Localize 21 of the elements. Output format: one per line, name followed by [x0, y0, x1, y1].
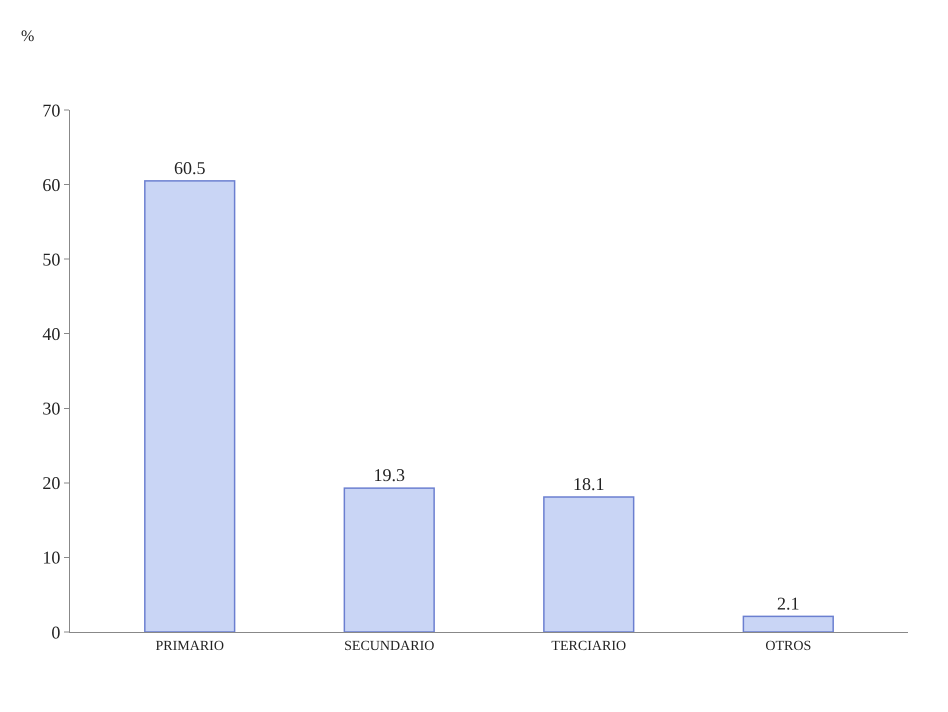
data-label: 60.5: [174, 158, 206, 178]
x-tick-label: PRIMARIO: [155, 638, 224, 654]
y-tick-label: 30: [42, 398, 60, 419]
bar: [543, 496, 634, 632]
y-tick-label: 50: [42, 249, 60, 270]
y-tick-label: 0: [51, 622, 60, 642]
x-tick-label: SECUNDARIO: [344, 638, 434, 654]
y-axis-title: %: [21, 28, 34, 45]
y-tick-label: 70: [42, 100, 60, 120]
bar: [144, 180, 236, 632]
y-tick-label: 60: [42, 174, 60, 195]
x-tick-label: OTROS: [765, 638, 812, 654]
data-label: 19.3: [373, 465, 405, 486]
bar: [344, 487, 435, 632]
y-tick-label: 40: [42, 324, 60, 344]
bar: [742, 616, 834, 632]
x-tick-label: TERCIARIO: [551, 638, 626, 654]
y-tick-label: 20: [42, 473, 60, 494]
data-label: 18.1: [573, 474, 605, 494]
data-label: 2.1: [777, 593, 800, 614]
y-tick-label: 10: [42, 548, 60, 568]
